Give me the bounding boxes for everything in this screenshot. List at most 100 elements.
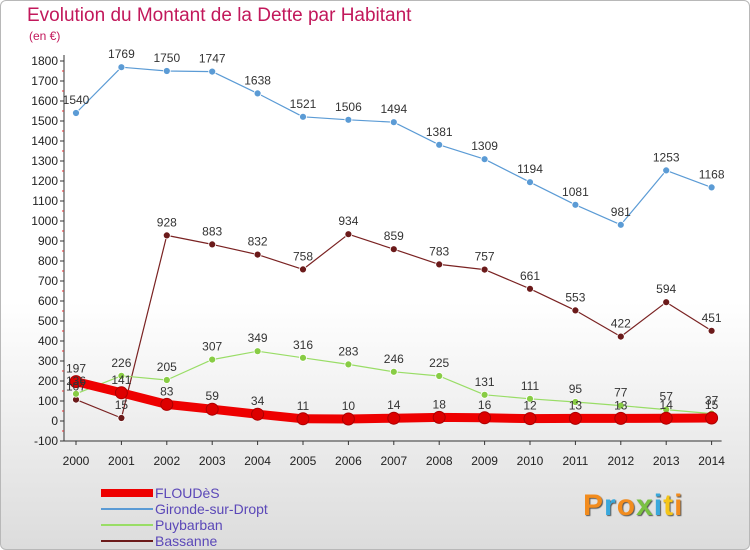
data-label: 661 bbox=[520, 269, 540, 283]
data-point bbox=[114, 386, 128, 400]
data-label: 928 bbox=[157, 215, 177, 229]
data-point bbox=[568, 411, 582, 425]
data-point bbox=[478, 411, 492, 425]
y-tick-label: 200 bbox=[38, 374, 58, 388]
x-tick-label: 2013 bbox=[653, 454, 680, 468]
data-label: 1750 bbox=[153, 51, 180, 65]
data-point bbox=[616, 401, 625, 410]
data-point bbox=[659, 411, 673, 425]
x-tick-label: 2006 bbox=[335, 454, 362, 468]
x-tick-label: 2011 bbox=[562, 454, 588, 468]
data-point bbox=[299, 353, 307, 362]
data-label: 57 bbox=[660, 390, 674, 404]
data-label: 95 bbox=[569, 382, 583, 396]
data-label: 141 bbox=[111, 373, 131, 387]
data-point bbox=[432, 410, 446, 424]
data-point bbox=[526, 394, 534, 403]
data-point bbox=[571, 306, 580, 315]
data-label: 107 bbox=[66, 380, 86, 394]
x-tick-label: 2003 bbox=[199, 454, 226, 468]
data-point bbox=[435, 372, 444, 380]
y-tick-label: 1600 bbox=[31, 94, 58, 108]
data-label: 15 bbox=[705, 398, 719, 412]
data-label: 59 bbox=[206, 389, 220, 403]
data-label: 15 bbox=[115, 398, 129, 412]
data-label: 316 bbox=[293, 338, 313, 352]
x-tick-label: 2014 bbox=[698, 454, 725, 468]
data-point bbox=[117, 371, 126, 380]
data-point bbox=[296, 412, 310, 426]
x-tick-label: 2009 bbox=[471, 454, 498, 468]
data-label: 1747 bbox=[199, 52, 226, 66]
legend-item: FLOUDèS bbox=[101, 485, 268, 501]
data-label: 1381 bbox=[426, 125, 453, 139]
y-tick-label: 1700 bbox=[31, 74, 58, 88]
data-point bbox=[662, 298, 671, 307]
data-label: 1769 bbox=[108, 47, 135, 61]
data-label: 349 bbox=[248, 331, 268, 345]
data-label: 225 bbox=[429, 356, 449, 370]
data-label: 131 bbox=[475, 375, 495, 389]
y-tick-label: 100 bbox=[38, 394, 58, 408]
data-point bbox=[162, 376, 171, 384]
data-point bbox=[389, 367, 398, 376]
y-tick-label: 1800 bbox=[31, 54, 58, 68]
data-point bbox=[72, 389, 80, 398]
data-point bbox=[344, 115, 353, 124]
x-tick-label: 2012 bbox=[607, 454, 634, 468]
data-label: 77 bbox=[614, 386, 628, 400]
data-point bbox=[344, 230, 353, 239]
data-label: 553 bbox=[565, 290, 585, 304]
y-tick-label: 1300 bbox=[31, 154, 58, 168]
data-point bbox=[162, 231, 171, 240]
x-tick-label: 2004 bbox=[244, 454, 271, 468]
data-point bbox=[253, 250, 262, 259]
data-point bbox=[69, 375, 83, 389]
chart-unit: (en €) bbox=[29, 29, 61, 43]
data-label: 197 bbox=[66, 362, 86, 376]
data-point bbox=[72, 109, 80, 117]
y-tick-label: 1500 bbox=[31, 114, 58, 128]
data-point bbox=[205, 402, 219, 416]
data-point bbox=[117, 63, 126, 72]
data-label: 10 bbox=[342, 399, 356, 413]
data-point bbox=[160, 397, 174, 411]
data-point bbox=[480, 155, 489, 164]
data-point bbox=[253, 347, 262, 356]
data-label: 83 bbox=[160, 384, 174, 398]
y-tick-label: -100 bbox=[34, 434, 58, 448]
data-label: 1506 bbox=[335, 100, 362, 114]
data-label: 1194 bbox=[517, 162, 543, 176]
data-point bbox=[389, 118, 398, 127]
legend-label: Bassanne bbox=[155, 533, 218, 549]
legend-swatch bbox=[101, 508, 153, 510]
data-point bbox=[344, 360, 353, 369]
data-point bbox=[208, 355, 217, 364]
data-point bbox=[435, 260, 444, 269]
data-label: 1253 bbox=[653, 150, 680, 164]
data-label: 1081 bbox=[562, 185, 589, 199]
data-point bbox=[480, 265, 489, 274]
legend-item: Puybarban bbox=[101, 517, 268, 533]
data-point bbox=[251, 407, 265, 421]
data-point bbox=[614, 411, 628, 425]
y-tick-label: 400 bbox=[38, 334, 58, 348]
y-tick-label: 1400 bbox=[31, 134, 58, 148]
data-point bbox=[389, 245, 398, 254]
data-label: 1521 bbox=[290, 97, 317, 111]
y-tick-label: 900 bbox=[38, 234, 58, 248]
data-point bbox=[253, 89, 262, 98]
data-label: 136 bbox=[66, 374, 86, 388]
y-tick-label: 800 bbox=[38, 254, 58, 268]
data-point bbox=[208, 240, 217, 249]
data-label: 18 bbox=[433, 397, 447, 411]
legend-item: Gironde-sur-Dropt bbox=[101, 501, 268, 517]
y-tick-label: 300 bbox=[38, 354, 58, 368]
data-label: 34 bbox=[251, 394, 265, 408]
data-point bbox=[341, 412, 355, 426]
data-point bbox=[299, 112, 307, 121]
data-label: 11 bbox=[297, 399, 310, 413]
data-point bbox=[435, 140, 444, 149]
x-tick-label: 2010 bbox=[517, 454, 544, 468]
series-line bbox=[75, 66, 713, 226]
